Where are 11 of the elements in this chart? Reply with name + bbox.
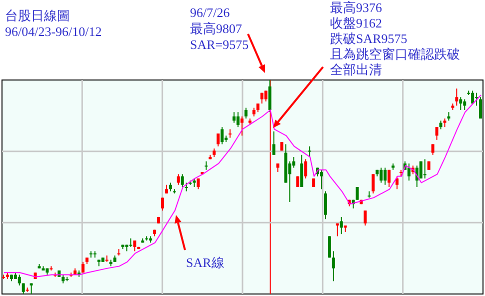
text: SAR=9575 [190, 37, 249, 52]
text: 跌破SAR9575 [330, 31, 408, 46]
text: 最高9376 [330, 0, 382, 15]
text: 且為跳空窗口確認跌破 [330, 46, 460, 62]
text: 最高9807 [190, 21, 242, 36]
chart-title: 台股日線圖 [5, 8, 70, 23]
text: 全部出清 [330, 62, 382, 77]
text: 96/7/26 [190, 5, 230, 20]
chart-subtitle: 96/04/23-96/10/12 [5, 24, 102, 39]
text: 收盤9162 [330, 16, 382, 30]
text: SAR線 [186, 255, 224, 270]
